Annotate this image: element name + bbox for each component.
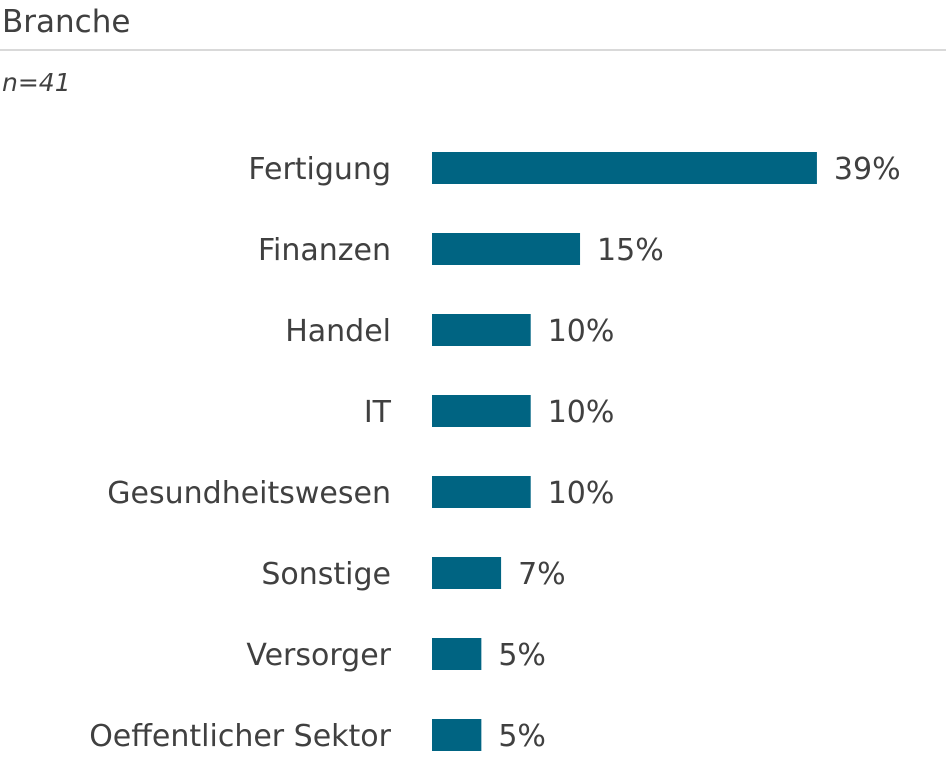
data-label: 10% <box>548 395 615 430</box>
bar <box>432 476 531 508</box>
category-label: Oeffentlicher Sektor <box>89 719 391 754</box>
bar <box>432 314 531 346</box>
category-label: Handel <box>285 314 391 349</box>
bar <box>432 638 482 670</box>
bar <box>432 233 581 265</box>
title-divider <box>0 49 946 51</box>
data-label: 15% <box>597 233 664 268</box>
category-label: Sonstige <box>261 557 391 592</box>
data-label: 7% <box>518 557 566 592</box>
chart-title: Branche <box>2 4 131 40</box>
category-label: Gesundheitswesen <box>107 476 391 511</box>
sample-size-note: n=41 <box>2 68 71 97</box>
bar <box>432 152 817 184</box>
data-label: 10% <box>548 314 615 349</box>
data-label: 39% <box>834 152 901 187</box>
bar <box>432 395 531 427</box>
bar <box>432 557 502 589</box>
category-label: Versorger <box>246 638 391 673</box>
data-label: 5% <box>498 719 546 754</box>
category-label: Fertigung <box>248 152 391 187</box>
data-label: 5% <box>498 638 546 673</box>
category-label: IT <box>364 395 392 430</box>
bar <box>432 719 482 751</box>
category-label: Finanzen <box>258 233 391 268</box>
data-label: 10% <box>548 476 615 511</box>
